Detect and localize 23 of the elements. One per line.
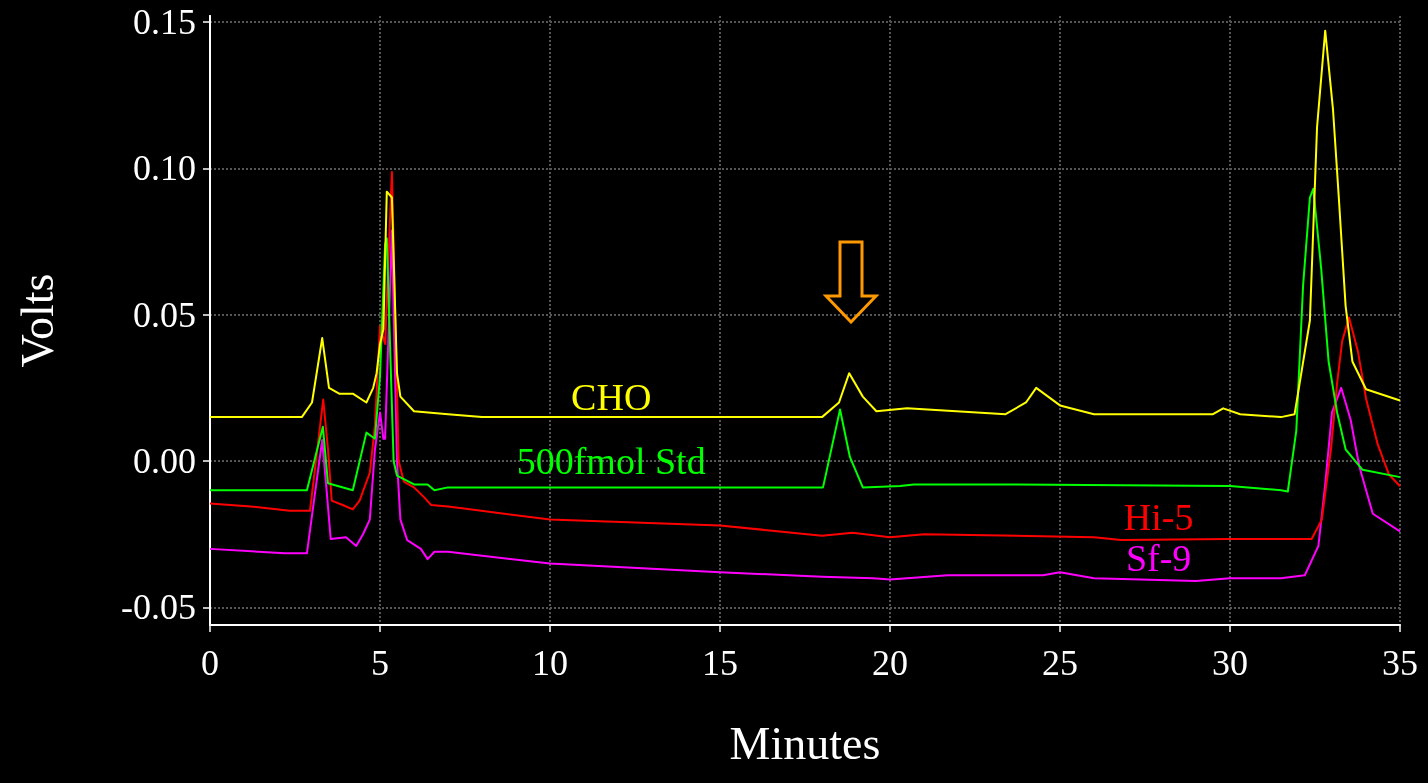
y-tick-label: 0.00 xyxy=(133,441,196,482)
series-label: CHO xyxy=(571,375,652,418)
x-tick-label: 25 xyxy=(1042,643,1078,683)
y-tick-label: 0.10 xyxy=(133,148,196,189)
y-tick-label: -0.05 xyxy=(121,587,196,628)
y-tick-label: 0.15 xyxy=(133,1,196,42)
line-series xyxy=(209,171,1401,542)
x-tick-label: 0 xyxy=(201,643,219,683)
x-tick-label: 5 xyxy=(371,643,389,683)
x-axis-title: Minutes xyxy=(729,717,881,769)
line-series xyxy=(209,29,1401,419)
line-series xyxy=(209,229,1401,583)
series-label: Sf-9 xyxy=(1125,536,1192,579)
x-tick-label: 15 xyxy=(702,643,738,683)
y-axis-title: Volts xyxy=(11,273,63,368)
line-series xyxy=(209,187,1401,493)
series-label: Hi-5 xyxy=(1123,495,1194,538)
series-label: 500fmol Std xyxy=(516,440,706,483)
x-tick-label: 30 xyxy=(1212,643,1248,683)
x-tick-label: 20 xyxy=(872,643,908,683)
y-tick-label: 0.05 xyxy=(133,294,196,335)
x-tick-label: 35 xyxy=(1382,643,1418,683)
x-tick-label: 10 xyxy=(532,643,568,683)
